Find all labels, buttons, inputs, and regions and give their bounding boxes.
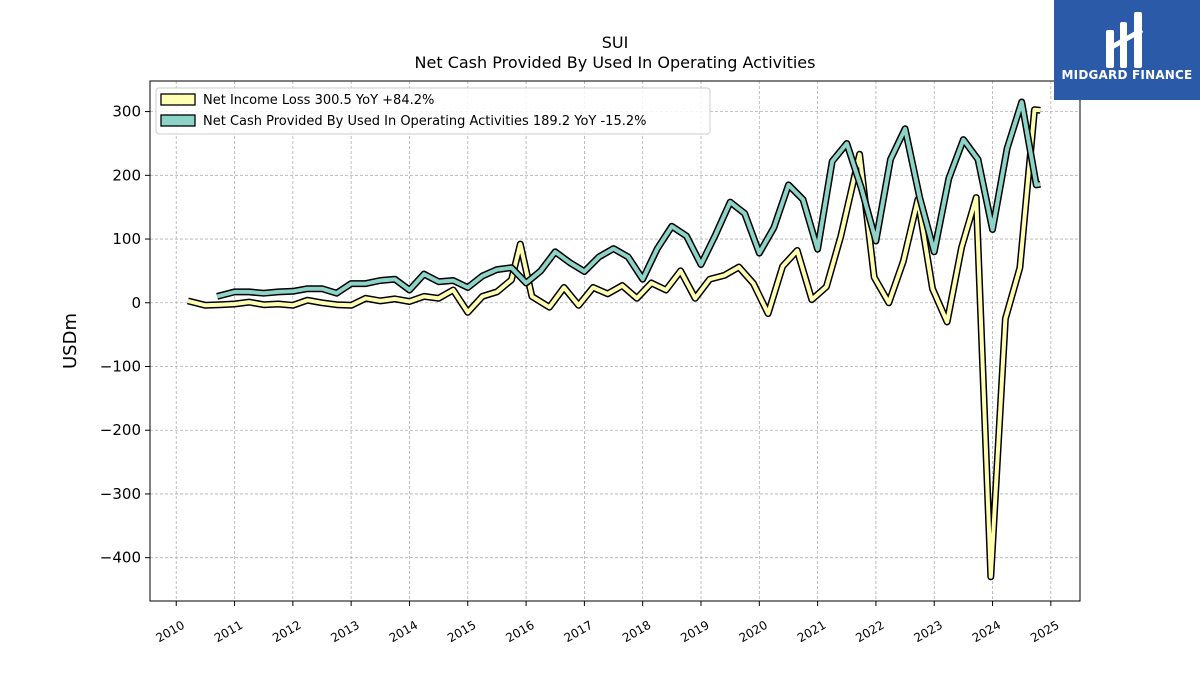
x-tick-label: 2025 <box>1028 618 1061 645</box>
series-1-line <box>216 100 1041 299</box>
y-tick-label: 300 <box>112 103 141 121</box>
y-tick-label: −300 <box>100 485 141 503</box>
x-tick-label: 2022 <box>853 618 886 645</box>
midgard-logo-icon <box>1106 12 1144 68</box>
x-axis: 2010 2011 2012 2013 2014 2015 2016 2017 2018 2019… <box>154 601 1062 645</box>
y-tick-label: 100 <box>112 230 141 248</box>
x-tick-label: 2015 <box>445 618 478 645</box>
legend: Net Income Loss 300.5 YoY +84.2% Net Cas… <box>155 87 711 135</box>
series-lines <box>187 98 1041 581</box>
x-tick-label: 2011 <box>212 618 245 645</box>
x-tick-label: 2010 <box>154 618 187 645</box>
x-tick-label: 2013 <box>328 618 361 645</box>
series-0-line <box>187 107 1041 579</box>
plot-frame <box>149 80 1081 602</box>
grid <box>150 81 1080 601</box>
x-tick-label: 2020 <box>737 618 770 645</box>
chart-title: SUI <box>602 33 629 52</box>
y-tick-label: −400 <box>100 549 141 567</box>
y-axis-label: USDm <box>60 313 81 369</box>
logo-text: MIDGARD FINANCE <box>1061 68 1193 82</box>
y-tick-label: −100 <box>100 357 141 375</box>
legend-label-net-income: Net Income Loss 300.5 YoY +84.2% <box>203 93 434 108</box>
x-tick-label: 2018 <box>620 618 653 645</box>
x-tick-label: 2023 <box>912 618 945 645</box>
x-tick-label: 2019 <box>678 618 711 645</box>
y-tick-label: 0 <box>131 294 141 312</box>
legend-box <box>155 87 711 135</box>
legend-label-operating-cash: Net Cash Provided By Used In Operating A… <box>203 114 646 129</box>
x-tick-label: 2021 <box>795 618 828 645</box>
y-tick-label: −200 <box>100 421 141 439</box>
x-tick-label: 2017 <box>562 618 595 645</box>
legend-swatch-net-income <box>160 93 196 106</box>
midgard-finance-logo: MIDGARD FINANCE <box>1054 0 1200 100</box>
y-axis: 300 200 100 0 −100 −200 −300 −400 <box>100 103 150 567</box>
x-tick-label: 2012 <box>270 618 303 645</box>
legend-swatch-operating-cash <box>160 114 196 127</box>
chart-subtitle: Net Cash Provided By Used In Operating A… <box>415 53 816 72</box>
x-tick-label: 2014 <box>387 618 420 645</box>
x-tick-label: 2016 <box>503 618 536 645</box>
x-tick-label: 2024 <box>970 618 1003 645</box>
y-tick-label: 200 <box>112 166 141 184</box>
